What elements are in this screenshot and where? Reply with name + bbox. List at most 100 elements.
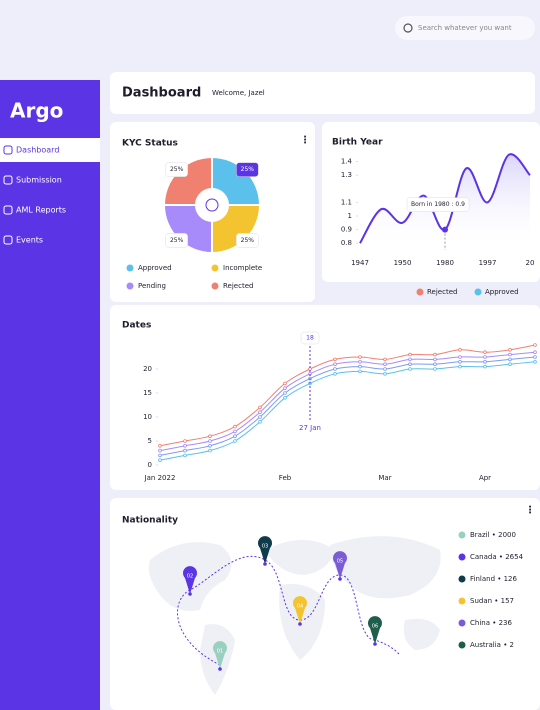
y-tick-label: 1.4	[341, 158, 353, 166]
y-tick-label: 1.3	[341, 171, 352, 179]
pin[interactable]	[213, 641, 227, 669]
point	[533, 355, 537, 359]
pin-dot	[263, 562, 267, 566]
point	[283, 395, 287, 400]
point	[258, 405, 262, 410]
value-label: 25%	[241, 237, 255, 244]
tooltip-bg	[406, 197, 470, 212]
legend-swatch	[458, 553, 466, 561]
menu-item[interactable]: Dashboard	[16, 146, 59, 155]
point	[233, 434, 237, 439]
point	[333, 362, 337, 367]
pin[interactable]	[333, 551, 347, 579]
value-label: 25%	[241, 166, 255, 173]
legend-swatch	[211, 282, 219, 290]
pin[interactable]	[368, 616, 383, 644]
sidebar	[0, 80, 100, 710]
menu-dots[interactable]: ⋮	[300, 135, 310, 146]
point	[183, 443, 187, 448]
x-tick-label: 1950	[394, 259, 412, 267]
point	[183, 439, 187, 443]
point	[408, 357, 412, 362]
point	[283, 381, 287, 386]
legend-label: Brazil • 2000	[470, 531, 516, 539]
point	[233, 439, 237, 443]
pie-slice	[211, 155, 262, 206]
point	[283, 386, 287, 391]
value-label-bg	[236, 233, 259, 248]
legend-swatch	[416, 288, 424, 296]
legend-swatch	[126, 264, 134, 272]
menu-icon	[3, 235, 13, 245]
menu-item[interactable]: Submission	[16, 176, 62, 185]
point	[433, 357, 437, 362]
pin-label: 02	[187, 574, 193, 580]
dates-legend: Rejected Approved	[416, 288, 519, 296]
y-tick-label: 0.9	[341, 226, 352, 234]
point	[158, 458, 162, 463]
point	[458, 355, 462, 359]
pin-label: 05	[337, 559, 343, 565]
point	[208, 434, 212, 439]
point	[408, 352, 412, 357]
page-title: Dashboard	[122, 86, 201, 101]
line	[159, 361, 536, 461]
point	[208, 439, 212, 443]
point	[383, 371, 387, 376]
point	[233, 424, 237, 429]
y-tick-label: 5	[148, 437, 152, 445]
legend-swatch	[474, 288, 482, 296]
line	[159, 356, 536, 456]
menu: Dashboard Submission AML Reports Events	[0, 138, 100, 245]
pie-center-icon	[205, 198, 219, 212]
legend-label: Approved	[485, 288, 519, 296]
search-icon	[403, 23, 413, 33]
value-label: 25%	[170, 166, 184, 173]
legend-label: China • 236	[470, 619, 512, 627]
search-box[interactable]	[395, 16, 535, 40]
dates-card	[110, 305, 540, 490]
legend-label: Canada • 2654	[470, 553, 524, 561]
pin[interactable]	[293, 596, 308, 624]
kyc-card	[110, 122, 315, 302]
legend-label: Rejected	[223, 282, 253, 290]
legend-label: Finland • 126	[470, 575, 517, 583]
y-tick-label: 0	[148, 461, 152, 469]
tooltip-bg	[300, 331, 320, 345]
dates-title: Dates	[122, 321, 151, 331]
pin-dot	[218, 667, 222, 671]
menu-icon	[3, 145, 13, 155]
legend-label: Rejected	[427, 288, 457, 296]
header-card	[110, 72, 535, 114]
tooltip-value: 18	[306, 335, 314, 342]
point	[308, 367, 312, 371]
point	[258, 419, 262, 424]
pie-slice	[162, 155, 213, 206]
tooltip: Born in 1980 : 0.9	[411, 201, 465, 208]
pin-label: 03	[262, 544, 268, 550]
y-tick-label: 20	[143, 365, 152, 373]
x-tick-label: Mar	[378, 474, 391, 482]
tooltip-date: 27 Jan	[299, 424, 321, 432]
birth-year-title: Birth Year	[332, 138, 383, 148]
point	[358, 355, 362, 359]
point	[333, 357, 337, 362]
menu-item[interactable]: AML Reports	[16, 206, 66, 215]
x-tick-label: 20	[526, 259, 535, 267]
point	[508, 362, 512, 367]
legend-swatch	[458, 575, 466, 583]
point	[258, 415, 262, 419]
pin[interactable]	[183, 566, 197, 594]
menu-dots[interactable]: ⋮	[525, 505, 535, 516]
y-tick-label: 0.8	[341, 239, 352, 247]
pin-dot	[338, 577, 342, 581]
point	[383, 367, 387, 371]
point	[258, 410, 262, 415]
kyc-title: KYC Status	[122, 139, 178, 149]
menu-item[interactable]: Events	[16, 236, 43, 245]
pin[interactable]	[258, 536, 273, 564]
point	[208, 448, 212, 453]
tooltip-point	[442, 226, 448, 233]
point	[483, 355, 487, 359]
